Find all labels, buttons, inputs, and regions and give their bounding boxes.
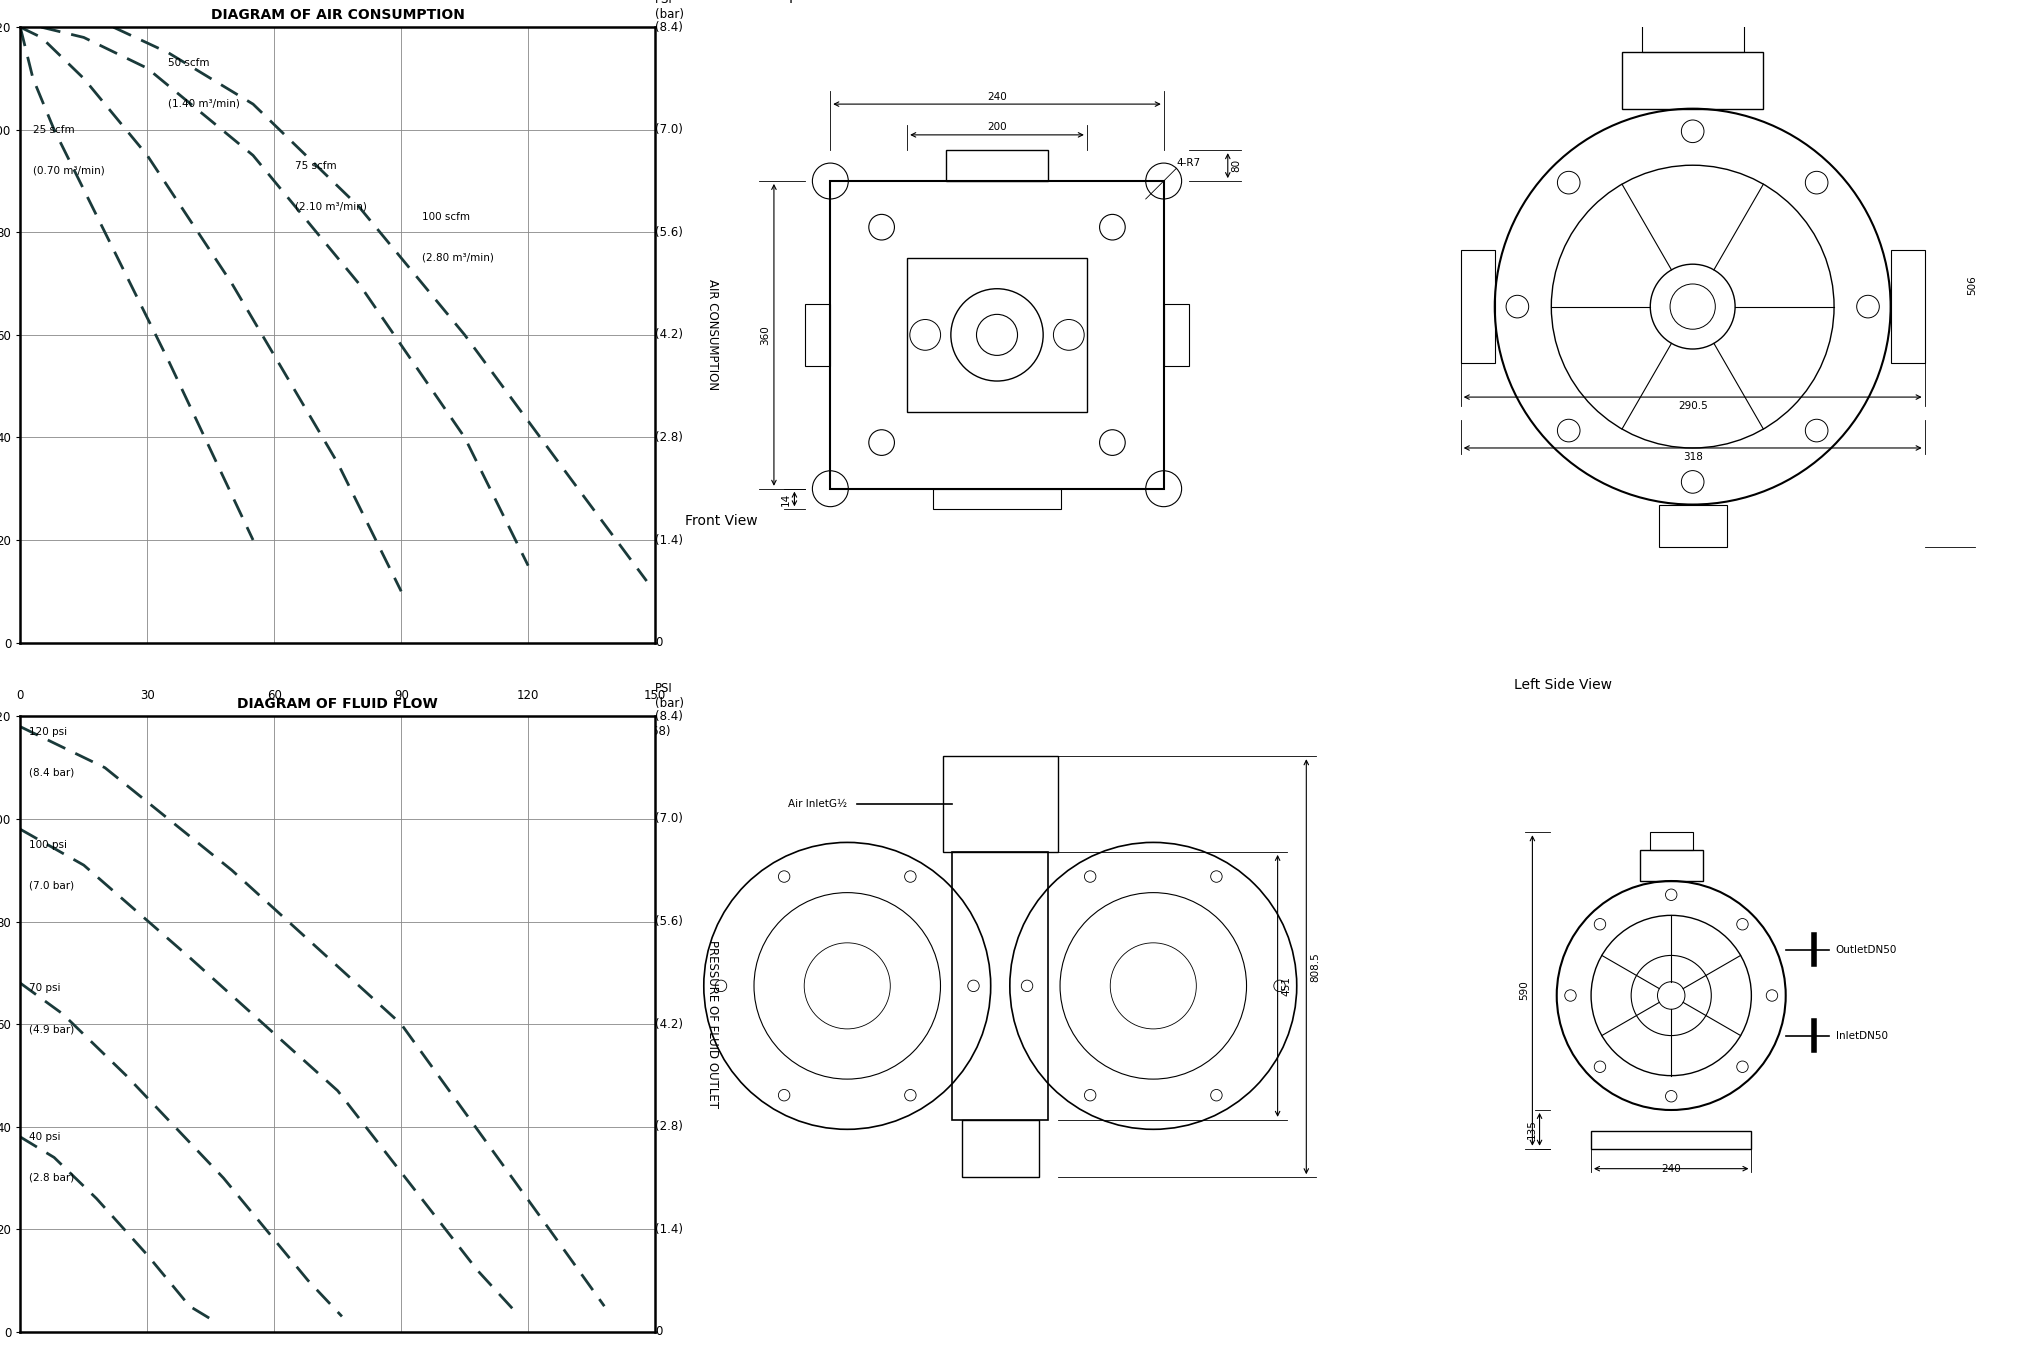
Bar <box>1460 250 1495 363</box>
Text: (2.8 bar): (2.8 bar) <box>28 1173 73 1182</box>
Text: 4-R7: 4-R7 <box>1176 158 1201 169</box>
Text: (2.10 m³/min): (2.10 m³/min) <box>296 201 367 212</box>
Text: 75 scfm: 75 scfm <box>296 160 337 171</box>
Text: (8.4): (8.4) <box>655 709 683 723</box>
Text: (114): (114) <box>132 724 162 738</box>
Text: Air InletG½: Air InletG½ <box>789 799 848 809</box>
Text: 120: 120 <box>517 689 539 701</box>
Text: PRESSURE OF FLUID OUTLET: PRESSURE OF FLUID OUTLET <box>706 940 718 1108</box>
Text: 60: 60 <box>268 689 282 701</box>
Text: InletDN50: InletDN50 <box>1835 1030 1888 1041</box>
Bar <box>1592 1132 1752 1148</box>
Bar <box>945 151 1048 181</box>
Text: 808.5: 808.5 <box>1310 951 1320 981</box>
Text: 0: 0 <box>655 1325 663 1339</box>
Bar <box>1622 52 1764 109</box>
Text: 135: 135 <box>1527 1120 1537 1139</box>
Text: (2.8): (2.8) <box>655 1120 683 1133</box>
Text: 40 psi: 40 psi <box>28 1132 61 1142</box>
Text: 240: 240 <box>988 91 1006 102</box>
Text: (0.70 m³/min): (0.70 m³/min) <box>32 166 105 175</box>
Text: (5.6): (5.6) <box>655 226 683 239</box>
Text: (7.0 bar): (7.0 bar) <box>28 881 73 890</box>
Text: Front View: Front View <box>685 514 756 529</box>
Text: 451: 451 <box>1282 976 1292 996</box>
Text: 100 scfm: 100 scfm <box>422 212 470 222</box>
Text: 120 psi: 120 psi <box>28 727 67 737</box>
Title: DIAGRAM OF AIR CONSUMPTION: DIAGRAM OF AIR CONSUMPTION <box>211 8 464 22</box>
Bar <box>907 258 1087 412</box>
Bar <box>829 181 1164 489</box>
Text: 30: 30 <box>140 689 154 701</box>
Text: 200: 200 <box>988 122 1006 132</box>
Text: 240: 240 <box>1661 1165 1681 1174</box>
Text: (454): (454) <box>513 724 544 738</box>
Bar <box>1643 24 1744 52</box>
Text: (1.4): (1.4) <box>655 534 683 546</box>
Text: (4.9 bar): (4.9 bar) <box>28 1025 73 1034</box>
Title: DIAGRAM OF FLUID FLOW: DIAGRAM OF FLUID FLOW <box>237 697 438 711</box>
Text: 590: 590 <box>1519 981 1529 1000</box>
Text: (8.4): (8.4) <box>655 20 683 34</box>
Text: (1.40 m³/min): (1.40 m³/min) <box>168 99 239 109</box>
Bar <box>1649 832 1693 849</box>
Text: PSI
(bar): PSI (bar) <box>655 0 683 20</box>
Text: 50 scfm: 50 scfm <box>168 58 211 68</box>
Text: 318: 318 <box>1683 453 1704 462</box>
Text: 90: 90 <box>393 689 408 701</box>
Text: (7.0): (7.0) <box>655 813 683 825</box>
Text: Upward View: Upward View <box>779 0 870 3</box>
Text: 360: 360 <box>760 325 771 345</box>
Text: OutletDN50: OutletDN50 <box>1835 945 1896 955</box>
Text: (5.6): (5.6) <box>655 915 683 928</box>
Text: 150: 150 <box>645 689 667 701</box>
Text: AIR CONSUMPTION: AIR CONSUMPTION <box>706 280 718 390</box>
Text: 0: 0 <box>16 689 24 701</box>
Text: (341): (341) <box>385 724 418 738</box>
Bar <box>1164 304 1188 366</box>
Text: FLOW: FLOW <box>314 786 361 800</box>
Text: (568): (568) <box>639 724 671 738</box>
Bar <box>1659 504 1726 546</box>
Text: (1.4): (1.4) <box>655 1223 683 1235</box>
Text: PSI
(bar): PSI (bar) <box>655 682 683 711</box>
Bar <box>1890 250 1925 363</box>
Bar <box>805 304 829 366</box>
Text: 506: 506 <box>1967 276 1977 295</box>
Text: (2.80 m³/min): (2.80 m³/min) <box>422 253 495 262</box>
Text: 14: 14 <box>781 492 791 506</box>
Text: 100 psi: 100 psi <box>28 840 67 849</box>
Text: 290.5: 290.5 <box>1677 401 1708 412</box>
Bar <box>943 757 1059 852</box>
Bar <box>961 1120 1038 1177</box>
Text: 25 scfm: 25 scfm <box>32 125 75 135</box>
Bar <box>933 489 1061 510</box>
Text: 80: 80 <box>1231 159 1241 173</box>
Text: (2.8): (2.8) <box>655 431 683 444</box>
Text: (4.2): (4.2) <box>655 1018 683 1030</box>
Bar <box>953 852 1048 1120</box>
Text: 0: 0 <box>655 636 663 650</box>
Bar <box>1641 849 1704 881</box>
Text: 70 psi: 70 psi <box>28 984 61 993</box>
Text: Left Side View: Left Side View <box>1513 678 1612 692</box>
Text: (227): (227) <box>258 724 290 738</box>
Text: (7.0): (7.0) <box>655 124 683 136</box>
Text: (8.4 bar): (8.4 bar) <box>28 768 73 777</box>
Text: (4.2): (4.2) <box>655 329 683 341</box>
